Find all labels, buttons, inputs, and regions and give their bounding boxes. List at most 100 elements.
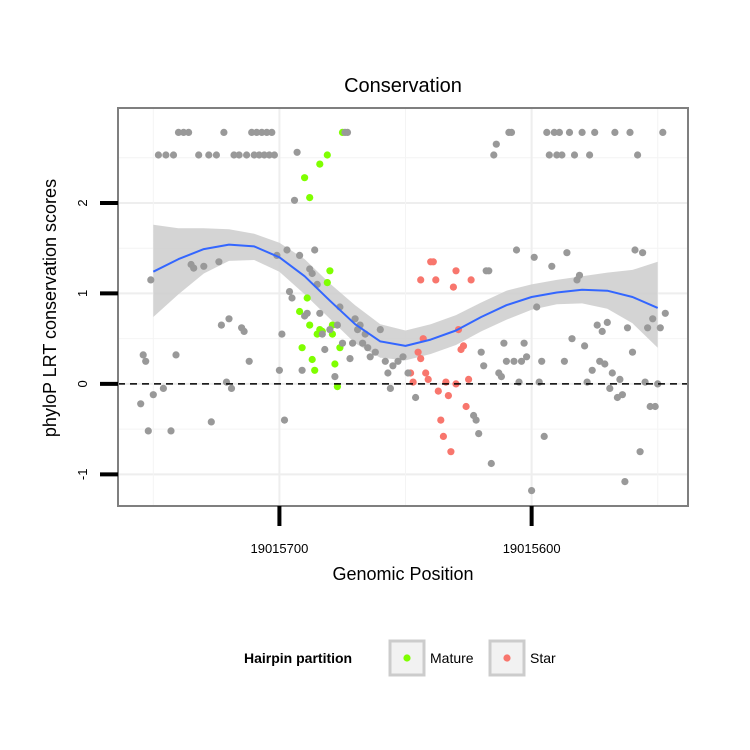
other-point bbox=[565, 128, 574, 136]
other-point bbox=[180, 128, 188, 136]
other-point bbox=[296, 251, 304, 259]
other-point bbox=[510, 357, 518, 365]
other-point bbox=[520, 339, 528, 347]
other-point bbox=[659, 128, 667, 136]
other-point bbox=[646, 402, 654, 411]
star-point bbox=[429, 258, 437, 266]
legend-title: Hairpin partition bbox=[244, 650, 352, 666]
other-point bbox=[575, 271, 584, 279]
other-point bbox=[512, 246, 521, 254]
smooth-line bbox=[152, 243, 659, 347]
other-point bbox=[326, 326, 334, 334]
star-point bbox=[444, 392, 452, 400]
other-point bbox=[207, 418, 215, 426]
other-point bbox=[263, 128, 271, 136]
other-point bbox=[651, 402, 659, 411]
other-point bbox=[540, 432, 548, 440]
x-tick-label: 19015700 bbox=[250, 541, 308, 556]
other-point bbox=[316, 309, 324, 317]
mature-point bbox=[323, 279, 331, 287]
other-point bbox=[217, 321, 225, 329]
other-point bbox=[230, 151, 238, 159]
chart-title: Conservation bbox=[344, 75, 462, 97]
y-tick-label: 1 bbox=[75, 290, 90, 297]
star-point bbox=[437, 416, 445, 424]
other-point bbox=[606, 384, 614, 392]
other-point bbox=[338, 339, 347, 347]
star-point bbox=[417, 355, 425, 363]
other-point bbox=[139, 351, 147, 359]
other-point bbox=[212, 151, 220, 159]
legend: Hairpin partition Mature Star bbox=[244, 639, 556, 677]
other-point bbox=[359, 339, 367, 347]
legend-dot-mature bbox=[403, 654, 411, 662]
other-point bbox=[472, 416, 480, 424]
other-point bbox=[381, 357, 389, 365]
other-point bbox=[533, 303, 541, 311]
other-point bbox=[227, 384, 236, 392]
other-point bbox=[384, 369, 392, 377]
other-point bbox=[167, 427, 175, 435]
other-point bbox=[290, 196, 299, 204]
other-point bbox=[154, 151, 162, 159]
star-point bbox=[462, 402, 470, 411]
other-point bbox=[386, 384, 394, 392]
other-point bbox=[654, 380, 662, 388]
other-point bbox=[351, 315, 359, 323]
other-point bbox=[280, 416, 289, 424]
other-point bbox=[394, 357, 402, 365]
plot-background bbox=[118, 108, 688, 506]
other-point bbox=[628, 348, 637, 356]
other-point bbox=[412, 393, 420, 402]
other-point bbox=[581, 342, 589, 350]
other-point bbox=[349, 339, 357, 347]
other-point bbox=[376, 326, 384, 334]
other-point bbox=[621, 478, 629, 486]
other-point bbox=[364, 344, 372, 352]
other-point bbox=[293, 148, 301, 156]
other-point bbox=[195, 151, 203, 159]
mature-point bbox=[296, 307, 304, 316]
mature-point bbox=[333, 383, 341, 391]
star-point bbox=[452, 267, 460, 275]
other-point bbox=[159, 384, 167, 392]
mature-point bbox=[303, 294, 311, 302]
mature-point bbox=[301, 174, 309, 182]
other-point bbox=[578, 128, 586, 136]
other-point bbox=[485, 267, 493, 275]
mature-point bbox=[311, 366, 319, 374]
other-point bbox=[190, 264, 198, 272]
other-point bbox=[543, 128, 551, 136]
other-point bbox=[215, 258, 223, 266]
other-point bbox=[371, 348, 379, 356]
other-point bbox=[480, 362, 488, 370]
other-point bbox=[545, 151, 553, 159]
other-point bbox=[298, 366, 306, 374]
other-point bbox=[245, 357, 253, 365]
confidence-band bbox=[153, 224, 658, 361]
other-point bbox=[169, 151, 178, 159]
star-point bbox=[447, 448, 455, 456]
other-point bbox=[253, 128, 261, 136]
other-point bbox=[475, 430, 483, 438]
other-point bbox=[568, 335, 576, 343]
x-axis-label: Genomic Position bbox=[332, 564, 473, 584]
other-point bbox=[588, 366, 596, 374]
other-point bbox=[321, 345, 329, 354]
star-point bbox=[465, 375, 473, 383]
other-point bbox=[623, 324, 632, 332]
other-point bbox=[283, 246, 291, 254]
other-point bbox=[366, 353, 374, 361]
other-point bbox=[399, 353, 407, 361]
other-point bbox=[318, 330, 326, 338]
other-point bbox=[240, 327, 248, 335]
other-point bbox=[631, 246, 639, 254]
star-point bbox=[449, 283, 457, 291]
other-point bbox=[389, 362, 397, 370]
other-point bbox=[497, 373, 505, 381]
other-point bbox=[333, 321, 341, 329]
other-point bbox=[205, 151, 213, 159]
other-point bbox=[162, 151, 170, 159]
other-point bbox=[288, 294, 296, 302]
